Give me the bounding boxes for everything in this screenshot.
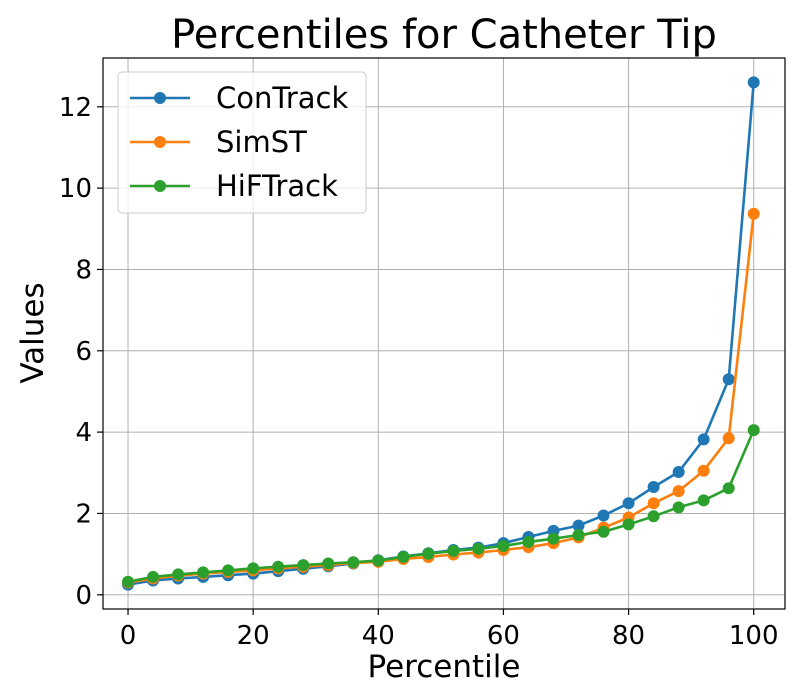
data-point-hiftrack <box>122 575 135 588</box>
data-point-simst <box>647 497 660 510</box>
data-point-hiftrack <box>247 562 260 575</box>
y-tick-label: 10 <box>59 174 92 204</box>
data-point-hiftrack <box>622 518 635 531</box>
data-point-hiftrack <box>497 539 510 552</box>
data-point-contrack <box>597 509 610 522</box>
data-point-hiftrack <box>222 564 235 577</box>
y-tick-label: 8 <box>75 255 92 285</box>
y-tick-label: 12 <box>59 93 92 123</box>
data-point-simst <box>747 207 760 220</box>
data-point-hiftrack <box>347 556 360 569</box>
legend-frame <box>117 71 367 214</box>
data-point-hiftrack <box>747 424 760 437</box>
data-point-hiftrack <box>147 570 160 583</box>
series-hiftrack <box>122 424 760 588</box>
series-simst <box>122 207 760 589</box>
data-point-hiftrack <box>722 482 735 495</box>
data-point-contrack <box>747 76 760 89</box>
y-tick-label: 6 <box>75 337 92 367</box>
data-point-hiftrack <box>447 544 460 557</box>
legend-label-contrack: ConTrack <box>216 81 348 115</box>
x-tick-label: 60 <box>487 621 520 651</box>
data-point-hiftrack <box>397 550 410 563</box>
series-layer <box>122 76 760 591</box>
data-point-hiftrack <box>672 501 685 514</box>
data-point-contrack <box>622 497 635 510</box>
data-point-hiftrack <box>197 566 210 579</box>
data-point-hiftrack <box>472 542 485 555</box>
data-point-simst <box>722 432 735 445</box>
data-point-hiftrack <box>547 532 560 545</box>
y-tick-label: 4 <box>75 418 92 448</box>
y-axis-label: Values <box>15 282 51 383</box>
x-tick-label: 40 <box>362 621 395 651</box>
x-tick-label: 0 <box>120 621 137 651</box>
data-point-contrack <box>672 465 685 478</box>
legend-marker-simst <box>154 136 166 148</box>
data-point-hiftrack <box>697 494 710 507</box>
legend: ConTrack SimST HiFTrack <box>117 71 367 214</box>
y-tick-label: 2 <box>75 499 92 529</box>
data-point-hiftrack <box>322 557 335 570</box>
data-point-hiftrack <box>272 560 285 573</box>
data-point-hiftrack <box>597 525 610 538</box>
x-tick-label: 100 <box>729 621 779 651</box>
data-point-hiftrack <box>647 510 660 523</box>
data-point-hiftrack <box>172 568 185 581</box>
data-point-contrack <box>572 519 585 532</box>
x-tick-label: 80 <box>612 621 645 651</box>
x-axis-label: Percentile <box>368 649 521 685</box>
series-line-hiftrack <box>127 429 755 584</box>
plot-frame <box>102 57 786 610</box>
data-point-contrack <box>647 481 660 494</box>
data-point-simst <box>672 485 685 498</box>
legend-label-hiftrack: HiFTrack <box>216 169 338 203</box>
x-tick-label: 20 <box>237 621 270 651</box>
data-point-hiftrack <box>372 554 385 567</box>
data-point-hiftrack <box>572 528 585 541</box>
data-point-hiftrack <box>297 559 310 572</box>
data-point-contrack <box>722 373 735 386</box>
data-point-contrack <box>697 433 710 446</box>
chart-title: Percentiles for Catheter Tip <box>171 12 717 58</box>
legend-label-simst: SimST <box>216 125 307 159</box>
data-point-hiftrack <box>422 547 435 560</box>
data-point-simst <box>697 464 710 477</box>
y-tick-label: 0 <box>75 581 92 611</box>
legend-marker-contrack <box>154 92 166 104</box>
legend-marker-hiftrack <box>154 180 166 192</box>
data-point-hiftrack <box>522 535 535 548</box>
ticks-layer: 0 20 40 60 80 100 0 2 4 6 8 10 12 <box>59 93 779 651</box>
